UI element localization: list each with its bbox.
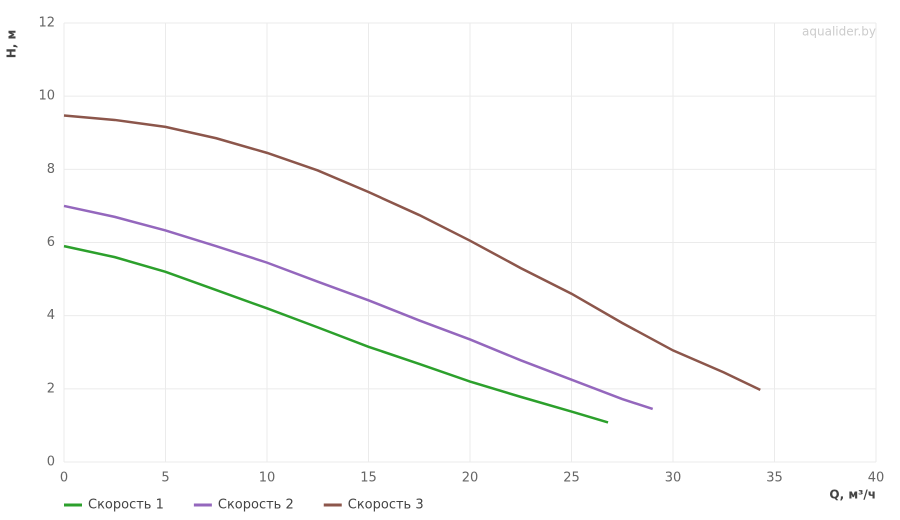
legend-label: Скорость 3 (348, 498, 424, 513)
y-tick-label: 10 (38, 89, 55, 104)
x-tick-label: 0 (60, 471, 68, 486)
legend-label: Скорость 2 (218, 498, 294, 513)
x-axis-title: Q, м³/ч (829, 488, 876, 502)
x-tick-label: 35 (766, 471, 783, 486)
y-tick-label: 4 (47, 308, 55, 323)
legend-item: Скорость 3 (323, 498, 424, 513)
x-tick-label: 25 (563, 471, 580, 486)
y-tick-label: 2 (47, 381, 55, 396)
series-line (63, 114, 761, 392)
legend-label: Скорость 1 (88, 498, 164, 513)
y-tick-label: 12 (38, 16, 55, 31)
series-line (63, 204, 654, 411)
watermark: aqualider.by (802, 25, 876, 39)
x-tick-label: 20 (462, 471, 479, 486)
legend-item: Скорость 2 (193, 498, 294, 513)
x-tick-label: 15 (360, 471, 377, 486)
x-tick-label: 40 (868, 471, 885, 486)
y-axis-title: H, м (5, 30, 19, 59)
legend-item: Скорость 1 (64, 498, 164, 513)
y-tick-label: 8 (47, 162, 55, 177)
y-tick-label: 0 (47, 455, 55, 470)
series-line (63, 244, 609, 424)
x-tick-label: 5 (161, 471, 169, 486)
x-tick-label: 10 (259, 471, 276, 486)
y-tick-label: 6 (47, 235, 55, 250)
x-tick-label: 30 (665, 471, 682, 486)
